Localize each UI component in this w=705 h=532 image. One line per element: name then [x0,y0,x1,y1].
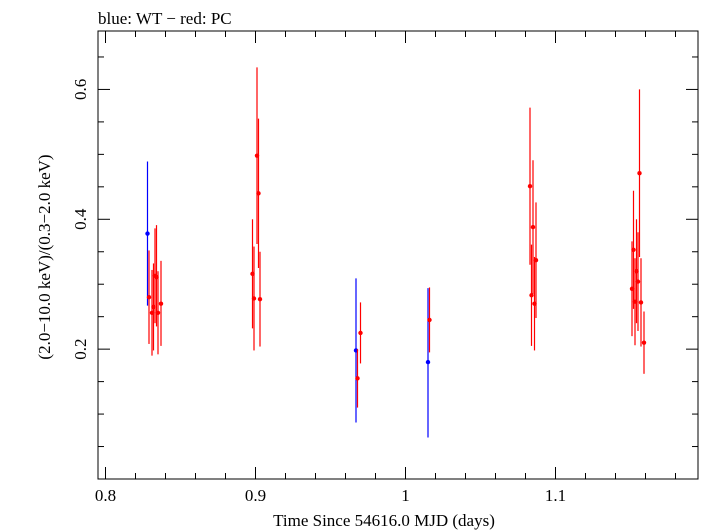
data-point [637,170,642,176]
data-point [533,257,539,263]
plot-frame [97,30,699,480]
series-wt [145,161,431,438]
data-series [145,67,647,438]
x-tick-label: 0.9 [245,486,266,505]
x-tick-label: 1.1 [545,486,566,505]
y-tick-label: 0.4 [71,208,90,230]
y-axis-label: (2.0−10.0 keV)/(0.3−2.0 keV) [35,154,54,359]
data-point [256,191,261,196]
data-point [638,300,644,305]
data-point [530,224,536,230]
chart-title: blue: WT − red: PC [98,9,232,28]
x-tick-label: 1 [401,486,410,505]
data-point [527,183,533,189]
x-tick-label: 0.8 [95,486,116,505]
series-pc [146,67,647,408]
data-point [631,247,636,253]
data-point [425,359,431,365]
data-point [427,317,432,323]
data-point [529,293,534,298]
axis-ticks: 0.8 0.9 1 1.1 0.2 0.4 0.6 [71,31,698,505]
data-point [257,296,263,302]
data-point [146,295,152,300]
data-point [355,376,360,381]
data-point [145,231,150,236]
data-point [155,310,161,315]
x-axis-label: Time Since 54616.0 MJD (days) [273,511,495,530]
data-point [251,296,257,301]
data-point [641,340,647,345]
data-point [635,279,641,284]
y-tick-label: 0.2 [71,339,90,360]
data-point [158,301,164,306]
y-tick-label: 0.6 [71,79,90,100]
data-point [358,330,363,336]
